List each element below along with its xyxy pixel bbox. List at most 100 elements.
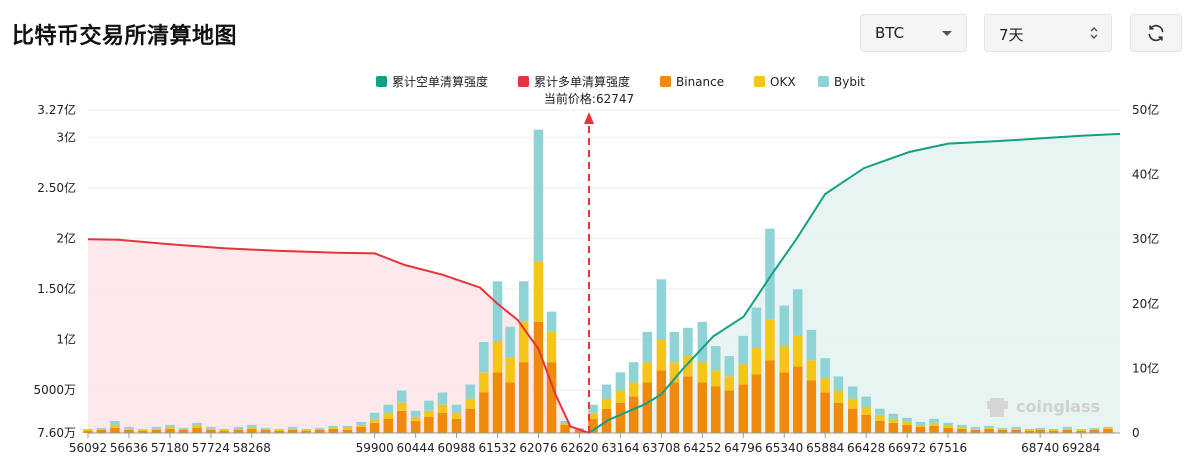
okx-bar (683, 356, 693, 377)
x-tick-label: 60444 (397, 441, 435, 455)
binance-bar (724, 390, 734, 433)
binance-bar (984, 429, 994, 433)
y-left-tick-label: 3亿 (56, 129, 76, 144)
refresh-button[interactable] (1130, 14, 1182, 52)
cumulative-areas (88, 133, 1120, 433)
current-price-arrow (584, 112, 595, 124)
bybit-bar (124, 426, 134, 429)
binance-bar (1103, 429, 1113, 433)
x-tick-label: 68740 (1021, 441, 1059, 455)
binance-bar (328, 429, 338, 433)
bybit-bar (479, 342, 489, 373)
bybit-bar (848, 386, 858, 399)
binance-bar (997, 430, 1008, 433)
bybit-bar (287, 426, 298, 429)
bybit-bar (875, 408, 885, 415)
binance-bar (247, 429, 257, 433)
bybit-bar (328, 425, 338, 428)
binance-bar (656, 370, 667, 433)
okx-bar (1062, 429, 1072, 430)
okx-bar (206, 429, 216, 430)
binance-bar (915, 426, 926, 433)
binance-bar (560, 424, 570, 433)
bybit-bar (301, 429, 311, 430)
bybit-bar (274, 429, 284, 430)
okx-bar (247, 426, 257, 429)
bybit-bar (588, 404, 598, 413)
okx-bar (820, 378, 830, 393)
x-tick-label: 67516 (929, 441, 967, 455)
okx-bar (260, 429, 271, 430)
okx-bar (533, 261, 544, 322)
okx-bar (779, 346, 789, 373)
binance-bar (806, 380, 817, 433)
binance-bar (451, 418, 462, 433)
bybit-bar (984, 425, 994, 428)
okx-bar (1049, 430, 1059, 431)
binance-bar (192, 427, 202, 433)
binance-bar (875, 420, 885, 433)
bybit-bar (533, 129, 544, 262)
cumulative-lines (87, 132, 1121, 434)
binance-bar (301, 431, 311, 433)
binance-bar (628, 396, 639, 433)
binance-bar (1011, 430, 1021, 433)
okx-bar (601, 398, 612, 409)
binance-bar (96, 430, 107, 433)
bybit-bar (943, 422, 953, 426)
binance-bar (929, 425, 939, 433)
bybit-bar (793, 289, 803, 336)
bybit-bar (424, 400, 434, 411)
okx-bar (875, 414, 885, 421)
binance-bar (765, 360, 775, 433)
okx-bar (1076, 430, 1086, 431)
coin-select[interactable]: BTC (860, 14, 967, 52)
okx-bar (793, 335, 803, 367)
y-left-tick-label: 1亿 (56, 332, 76, 347)
binance-bar (1049, 431, 1059, 433)
okx-bar (751, 348, 762, 375)
binance-bar (738, 384, 748, 433)
okx-bar (902, 421, 912, 425)
binance-bar (410, 420, 421, 433)
bybit-bar (315, 427, 325, 429)
binance-bar (178, 430, 189, 433)
okx-bar (669, 362, 680, 383)
period-select[interactable]: 7天 (984, 14, 1112, 52)
okx-bar (943, 425, 953, 428)
binance-bar (861, 414, 871, 433)
binance-bar (642, 382, 652, 433)
bybit-bar (669, 331, 680, 363)
okx-bar (738, 364, 748, 385)
binance-bar (437, 412, 448, 433)
bybit-bar (219, 429, 229, 430)
okx-bar (642, 362, 652, 383)
binance-bar (492, 372, 503, 433)
legend-entry: Binance (676, 75, 724, 89)
binance-bar (151, 430, 162, 433)
binance-bar (1024, 431, 1035, 433)
y-right-tick-label: 10亿 (1132, 360, 1159, 375)
bybit-bar (165, 424, 175, 427)
y-right-tick-label: 30亿 (1132, 231, 1159, 246)
binance-bar (233, 430, 244, 433)
okx-bar (151, 429, 162, 430)
okx-bar (301, 430, 311, 431)
bybit-bar (1089, 427, 1100, 429)
bybit-bar (96, 427, 107, 429)
bybit-bar (342, 425, 353, 428)
bybit-bar (437, 392, 448, 405)
binance-bar (697, 382, 708, 433)
x-tick-label: 64796 (724, 441, 762, 455)
bybit-bar (615, 372, 626, 391)
okx-bar (984, 427, 994, 429)
okx-bar (315, 429, 325, 430)
coin-select-value: BTC (875, 24, 905, 42)
bybit-bar (1076, 429, 1086, 430)
okx-bar (888, 418, 899, 423)
legend-entry: Bybit (834, 75, 865, 89)
binance-bar (533, 321, 544, 433)
okx-bar (165, 426, 175, 429)
bybit-bar (1024, 429, 1035, 430)
x-tick-label: 57180 (151, 441, 189, 455)
